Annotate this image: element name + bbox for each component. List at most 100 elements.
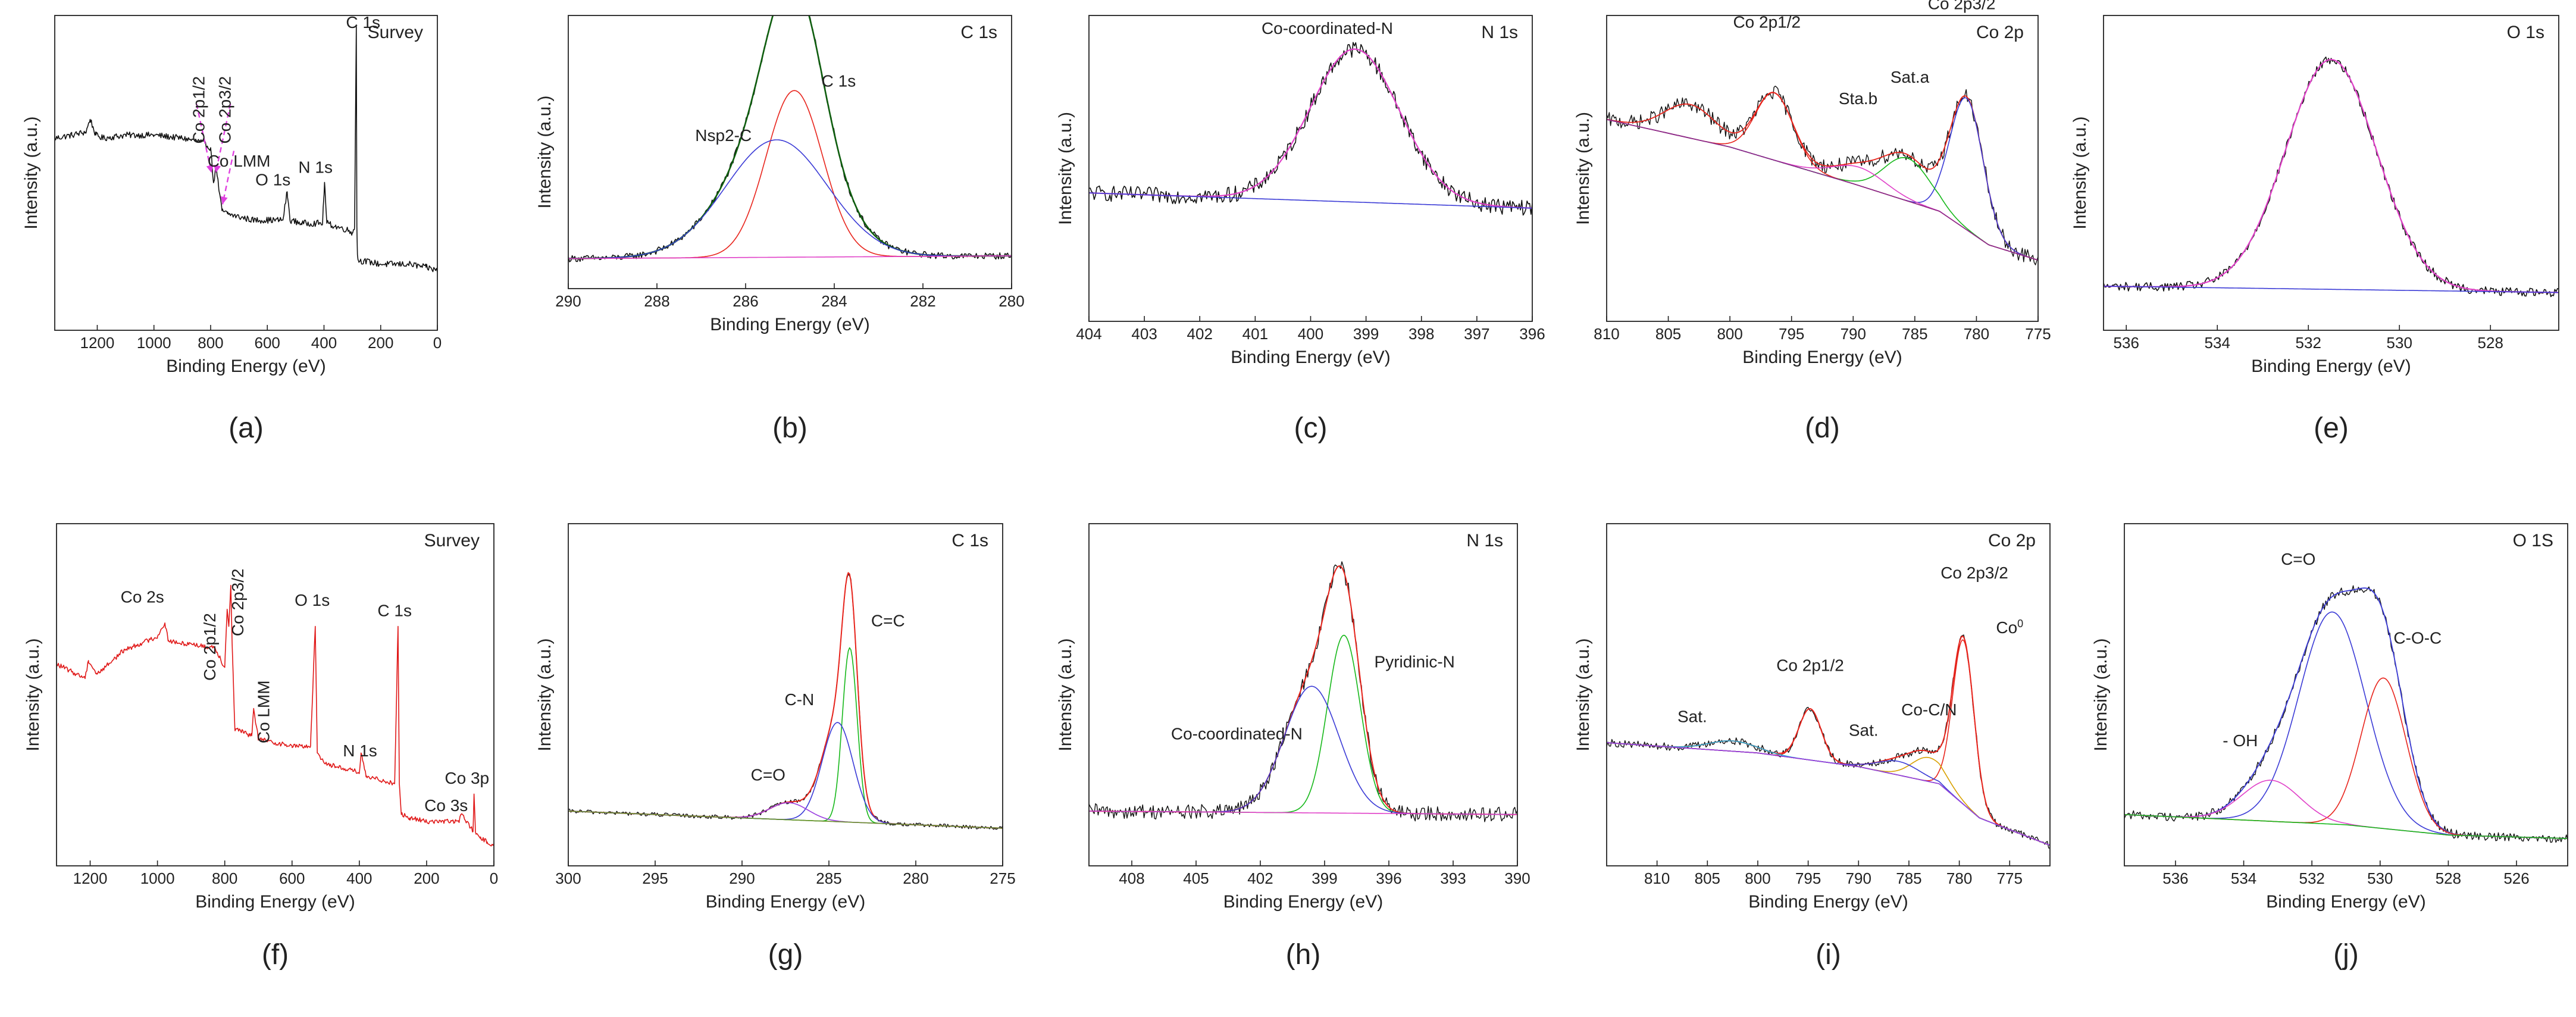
x-tick-label: 0 — [490, 869, 498, 887]
x-tick-label: 790 — [1841, 325, 1866, 343]
panel-title: N 1s — [1481, 23, 1518, 42]
x-tick-label: 405 — [1183, 869, 1209, 887]
peak-annotation: Co 2p1/2 — [189, 76, 208, 144]
peak-annotation: C 1s — [822, 71, 856, 90]
y-axis-label: Intensity (a.u.) — [23, 638, 43, 751]
x-tick-label: 532 — [2296, 334, 2321, 352]
panel-title: Co 2p — [1988, 531, 2036, 550]
x-tick-label: 393 — [1440, 869, 1466, 887]
panel-title: O 1s — [2507, 23, 2544, 42]
plot-frame — [568, 15, 1012, 289]
x-tick-label: 404 — [1076, 325, 1101, 343]
annotation-arrow — [221, 151, 235, 205]
panel-label: (e) — [2314, 412, 2349, 444]
x-axis-label: Binding Energy (eV) — [710, 315, 869, 334]
x-tick-label: 785 — [1896, 869, 1921, 887]
panel-label: (h) — [1286, 939, 1321, 971]
series-envelope — [1089, 565, 1517, 815]
y-axis-label: Intensity (a.u.) — [1056, 638, 1075, 751]
x-axis-label: Binding Energy (eV) — [1748, 892, 1908, 912]
x-axis-label: Binding Energy (eV) — [1742, 348, 1902, 367]
x-tick-label: 290 — [555, 292, 581, 310]
x-tick-label: 399 — [1312, 869, 1337, 887]
x-tick-label: 403 — [1131, 325, 1157, 343]
peak-annotation: Co-C/N — [1901, 700, 1957, 719]
x-tick-label: 280 — [903, 869, 928, 887]
series-envelope — [2124, 587, 2568, 839]
annotation-arrowhead — [220, 196, 228, 205]
x-tick-label: 286 — [733, 292, 758, 310]
plot-area — [1089, 561, 1517, 822]
x-axis-label: Binding Energy (eV) — [195, 892, 355, 912]
x-tick-label: 810 — [1594, 325, 1619, 343]
x-tick-label: 536 — [2114, 334, 2139, 352]
x-tick-label: 534 — [2231, 869, 2256, 887]
peak-annotation: C 1s — [346, 13, 380, 32]
series-background — [568, 255, 1012, 259]
series-nsp2-c-component — [568, 139, 1012, 259]
peak-annotation: Co 2p3/2 — [229, 568, 247, 636]
x-tick-label: 785 — [1902, 325, 1927, 343]
x-axis-label: Binding Energy (eV) — [1223, 892, 1383, 912]
peak-annotation: Co-coordinated-N — [1171, 724, 1303, 743]
peak-annotation: Co 2s — [121, 587, 164, 606]
series-raw — [1607, 85, 2038, 265]
x-tick-label: 532 — [2299, 869, 2324, 887]
x-tick-label: 530 — [2387, 334, 2412, 352]
x-tick-label: 600 — [279, 869, 305, 887]
peak-annotation: Co 2p3/2 — [215, 76, 234, 144]
annotation-arrowhead — [206, 164, 214, 173]
peak-annotation: Sat. — [1849, 721, 1879, 740]
x-tick-label: 1200 — [73, 869, 108, 887]
x-tick-label: 200 — [368, 334, 393, 352]
series-co-2p1-2-component — [1607, 708, 2050, 846]
series-co-coordinated-n-component — [1089, 686, 1517, 815]
panel-h: 408 405 402 399 396 393 390 Binding Energy (eV)… — [1056, 523, 1530, 971]
x-tick-label: 396 — [1376, 869, 1401, 887]
y-axis-label: Intensity (a.u.) — [1573, 638, 1593, 751]
y-axis-label: Intensity (a.u.) — [535, 95, 555, 208]
x-tick-label: 530 — [2367, 869, 2393, 887]
x-tick-label: 1000 — [140, 869, 175, 887]
x-tick-label: 285 — [816, 869, 841, 887]
x-tick-label: 780 — [1964, 325, 1989, 343]
x-tick-label: 399 — [1353, 325, 1379, 343]
series-c-o-component — [568, 802, 1003, 829]
panel-title: Survey — [368, 23, 423, 42]
peak-annotation: N 1s — [298, 158, 333, 177]
peak-annotation: Co0 — [1996, 618, 2023, 637]
series-background — [1089, 192, 1532, 209]
plot-frame — [2124, 523, 2568, 866]
peak-annotation: Co 2p3/2 — [1928, 0, 1996, 13]
panel-label: (d) — [1805, 412, 1840, 444]
x-axis-label: Binding Energy (eV) — [1231, 348, 1390, 367]
panel-g: 300 295 290 285 280 275 Binding Energy (eV) Int… — [535, 523, 1016, 971]
panel-label: (a) — [229, 412, 264, 444]
series-survey-spectrum — [57, 584, 494, 847]
x-tick-label: 400 — [311, 334, 337, 352]
peak-annotation: Pyridinic-N — [1375, 653, 1455, 671]
x-tick-label: 397 — [1464, 325, 1489, 343]
x-tick-label: 396 — [1519, 325, 1545, 343]
series-background — [1607, 742, 2050, 846]
annotation-arrow — [195, 103, 212, 173]
y-axis-label: Intensity (a.u.) — [2070, 116, 2090, 229]
series-raw — [2104, 57, 2559, 298]
plot-area — [1607, 85, 2038, 265]
series-raw — [568, 15, 1012, 262]
x-tick-label: 528 — [2436, 869, 2461, 887]
panel-c: 404 403 402 401 400 399 398 397 396 Binding Energ… — [1056, 15, 1545, 444]
peak-annotation: O 1s — [295, 591, 330, 609]
plot-area — [57, 584, 494, 847]
series-envelope — [568, 15, 1012, 259]
peak-annotation: Sta.b — [1839, 89, 1877, 108]
x-tick-label: 800 — [212, 869, 237, 887]
x-tick-label: 290 — [729, 869, 755, 887]
peak-annotation: Co-coordinated-N — [1262, 19, 1393, 37]
x-tick-label: 200 — [414, 869, 439, 887]
x-tick-label: 282 — [910, 292, 935, 310]
plot-frame — [1088, 15, 1533, 322]
peak-annotation: Sat.a — [1890, 68, 1930, 86]
peak-annotation: C=C — [871, 612, 905, 630]
series-sat-a-component — [1607, 119, 2038, 261]
